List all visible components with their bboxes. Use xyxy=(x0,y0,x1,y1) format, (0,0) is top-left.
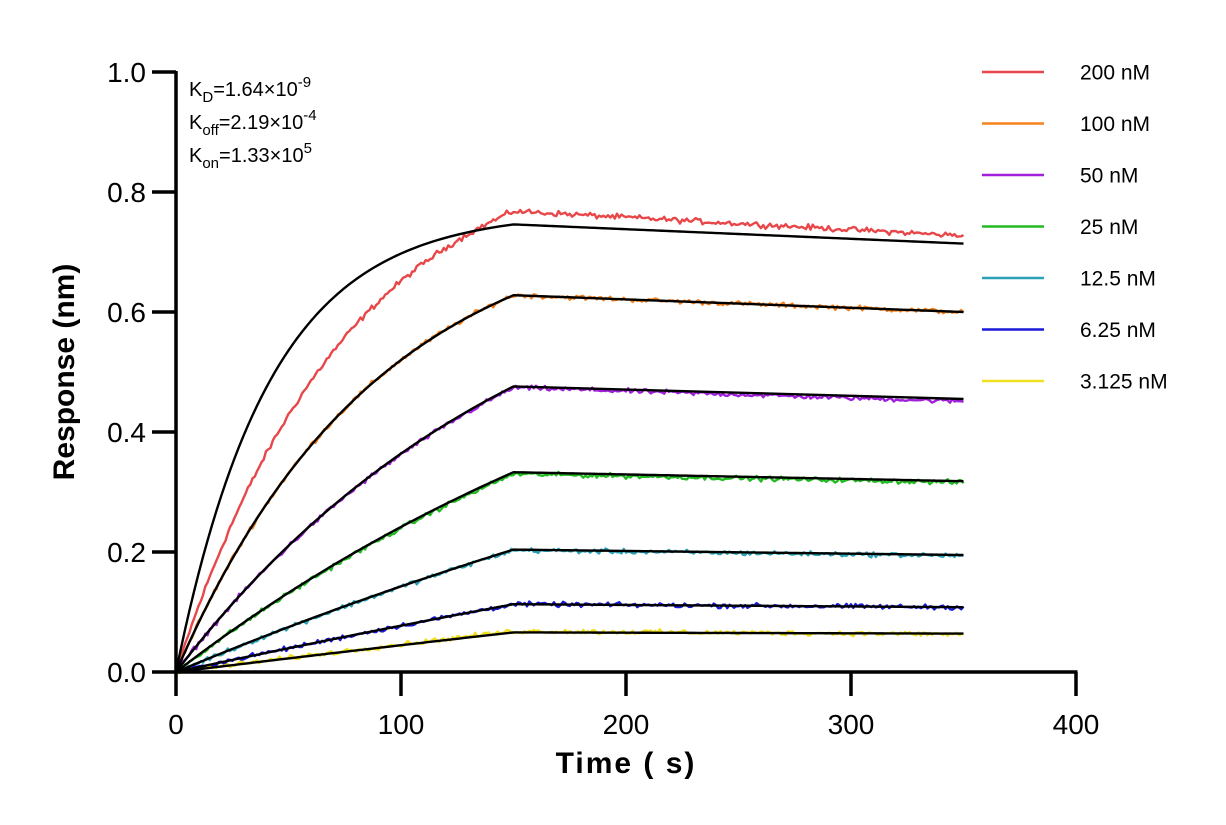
x-tick-label: 100 xyxy=(378,709,425,740)
data-series-25-nm xyxy=(175,470,965,674)
annotation-kd: KD=1.64×10-9 xyxy=(189,74,311,106)
annotation-symbol: K xyxy=(189,145,203,167)
annotation-koff: Koff=2.19×10-4 xyxy=(189,107,317,139)
annotation-symbol: K xyxy=(189,112,203,134)
data-series-6-25-nm xyxy=(175,600,965,673)
y-tick-label: 0.2 xyxy=(107,537,146,568)
x-axis-title: Time ( s) xyxy=(556,747,697,780)
fit-curve-200-nm xyxy=(174,223,964,673)
data-series-3-125-nm xyxy=(175,628,964,675)
annotation-subscript: off xyxy=(202,122,219,139)
annotation-subscript: on xyxy=(202,155,219,172)
fit-curves xyxy=(174,223,964,674)
annotation-exponent: 5 xyxy=(304,140,312,157)
x-tick-label: 300 xyxy=(828,709,875,740)
legend-label: 3.125 nM xyxy=(1080,371,1168,394)
annotation-value: =1.64×10 xyxy=(213,79,298,101)
legend-label: 50 nM xyxy=(1080,165,1138,188)
y-tick-label: 0.6 xyxy=(107,297,146,328)
legend-label: 6.25 nM xyxy=(1080,319,1156,342)
fit-curve-6-25-nm xyxy=(175,603,964,674)
fit-curve-3-125-nm xyxy=(175,631,964,674)
y-tick-label: 1.0 xyxy=(107,57,146,88)
annotation-exponent: -9 xyxy=(298,74,311,91)
fit-curve-100-nm xyxy=(174,294,964,673)
annotation-value: =2.19×10 xyxy=(219,112,304,134)
legend-label: 100 nM xyxy=(1080,113,1150,136)
x-tick-label: 400 xyxy=(1053,709,1100,740)
annotation-exponent: -4 xyxy=(303,107,316,124)
x-tick-label: 0 xyxy=(168,709,184,740)
annotation-symbol: K xyxy=(189,79,203,101)
fit-curve-25-nm xyxy=(175,471,964,673)
y-tick-label: 0.4 xyxy=(107,417,146,448)
legend-label: 12.5 nM xyxy=(1080,268,1156,291)
legend: 200 nM 100 nM 50 nM 25 nM 12.5 nM 6.25 nM 3.12… xyxy=(982,62,1168,394)
y-tick-label: 0.8 xyxy=(107,177,146,208)
axes: 0.0 0.2 0.4 0.6 0.8 1.0 0 100 200 300 400 Time ( s)… xyxy=(48,57,1099,780)
fit-curve-12-5-nm xyxy=(175,548,964,674)
data-series-100-nm xyxy=(175,293,965,673)
data-series-12-5-nm xyxy=(175,547,964,674)
annotation-value: =1.33×10 xyxy=(219,145,304,167)
fit-curve-50-nm xyxy=(175,385,964,673)
y-axis-title: Response (nm) xyxy=(48,264,81,481)
legend-label: 25 nM xyxy=(1080,216,1138,239)
annotation-kon: Kon=1.33×105 xyxy=(189,140,312,172)
x-tick-label: 200 xyxy=(603,709,650,740)
annotation-subscript: D xyxy=(202,89,213,106)
data-series-50-nm xyxy=(175,384,964,673)
y-tick-label: 0.0 xyxy=(107,657,146,688)
data-series-200-nm xyxy=(174,208,965,673)
legend-label: 200 nM xyxy=(1080,62,1150,85)
